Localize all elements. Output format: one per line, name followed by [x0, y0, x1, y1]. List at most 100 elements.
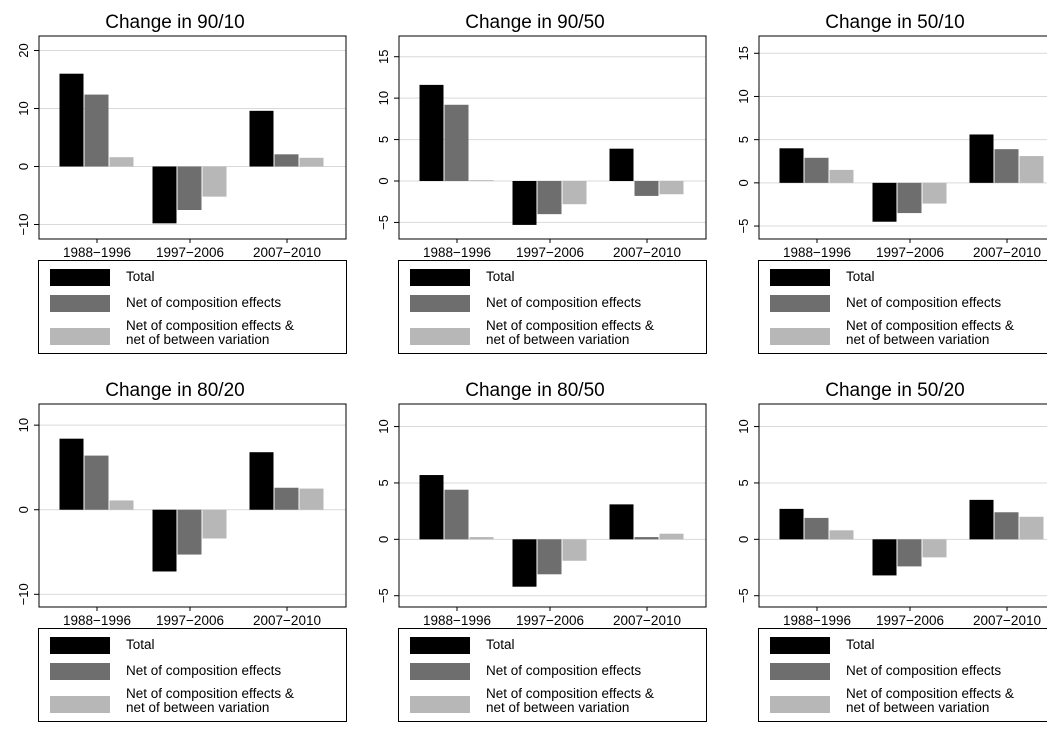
- y-tick-label: −5: [376, 588, 391, 603]
- y-tick-label: 5: [376, 479, 391, 486]
- bar: [177, 509, 202, 555]
- legend-label: Total: [846, 269, 875, 284]
- bar: [969, 134, 994, 183]
- legend-label-line: net of between variation: [126, 700, 270, 715]
- legend: Total Net of composition effects Net of co…: [38, 260, 347, 354]
- bar: [562, 539, 587, 561]
- x-tick-label: 1997−2006: [156, 245, 224, 260]
- y-tick-label: 0: [16, 506, 31, 513]
- bar: [109, 157, 134, 167]
- plot-area: 15 10 5 0 −5 1988−1996 1997−2006 2007−2010: [376, 35, 707, 260]
- chart-title: Change in 80/50: [465, 380, 605, 401]
- bar: [659, 181, 684, 195]
- plot-frame: [38, 403, 347, 608]
- plot-frame: [758, 403, 1047, 608]
- legend-label: Net of composition effects & net of betwe…: [846, 319, 1014, 347]
- bar: [84, 94, 109, 167]
- y-tick-label: −5: [376, 215, 391, 230]
- legend-label: Total: [126, 637, 155, 652]
- bar: [897, 539, 922, 567]
- plot-area: 10 5 0 −5 1988−1996 1997−2006 2007−2010: [736, 403, 1047, 628]
- x-tick-label: 1997−2006: [516, 245, 584, 260]
- y-tick-label: 15: [376, 49, 391, 63]
- bar: [829, 530, 854, 540]
- y-tick-label: 10: [736, 419, 751, 433]
- bar: [922, 182, 947, 204]
- legend-label: Net of composition effects: [846, 663, 1002, 678]
- plot-area: 20 10 0 −10 1988−1996 1997−2006 2007−2010: [16, 35, 347, 260]
- legend-swatch: [770, 637, 830, 654]
- bar: [419, 475, 444, 540]
- x-tick-label: 2007−2010: [973, 245, 1041, 260]
- bar: [1019, 156, 1044, 183]
- bar: [59, 73, 84, 167]
- legend-label-line: net of between variation: [486, 700, 630, 715]
- bar: [634, 537, 659, 540]
- legend-swatch: [50, 696, 110, 713]
- legend-label: Net of composition effects: [486, 295, 642, 310]
- y-tick-label: 0: [376, 177, 391, 184]
- legend: Total Net of composition effects Net of co…: [398, 628, 707, 722]
- chart-title: Change in 80/20: [105, 380, 245, 401]
- bar: [512, 539, 537, 587]
- plot-frame: [398, 35, 707, 240]
- y-tick-label: 5: [736, 136, 751, 143]
- legend-swatch: [410, 295, 470, 312]
- bar: [249, 452, 274, 510]
- bar: [872, 539, 897, 576]
- legend-swatch: [770, 663, 830, 680]
- bar: [872, 182, 897, 222]
- legend-label-line: net of between variation: [846, 700, 990, 715]
- bar: [274, 154, 299, 167]
- bar: [897, 182, 922, 214]
- legend-swatch: [50, 328, 110, 345]
- legend-label: Total: [486, 269, 515, 284]
- legend-label-line: net of between variation: [846, 332, 990, 347]
- bar: [177, 166, 202, 210]
- y-tick-label: 0: [736, 536, 751, 543]
- y-tick-label: 10: [376, 419, 391, 433]
- legend-swatch: [50, 663, 110, 680]
- legend-label: Net of composition effects: [126, 663, 282, 678]
- x-tick-label: 1988−1996: [783, 245, 851, 260]
- chart-panel: Change in 50/10 15 10 5 0 −5 1988−1996 1997−200…: [730, 10, 1047, 370]
- legend-label-line: Net of composition effects &: [846, 318, 1014, 333]
- y-tick-label: −5: [736, 219, 751, 234]
- legend-label-line: Net of composition effects &: [126, 686, 294, 701]
- bar: [469, 180, 494, 181]
- y-tick-label: 0: [376, 536, 391, 543]
- legend-label: Net of composition effects & net of betwe…: [486, 687, 654, 715]
- x-tick-label: 2007−2010: [253, 613, 321, 628]
- y-tick-label: 0: [736, 179, 751, 186]
- y-tick-label: −10: [16, 583, 31, 605]
- bar: [249, 110, 274, 167]
- legend-swatch: [410, 696, 470, 713]
- legend-label-line: Net of composition effects &: [126, 318, 294, 333]
- chart-title: Change in 90/50: [465, 12, 605, 33]
- legend-label: Net of composition effects & net of betwe…: [486, 319, 654, 347]
- plot-area: 15 10 5 0 −5 1988−1996 1997−2006 2007−2010: [736, 35, 1047, 260]
- bar: [562, 181, 587, 205]
- bar: [609, 148, 634, 181]
- bar: [444, 489, 469, 540]
- legend-swatch: [410, 663, 470, 680]
- bar: [969, 499, 994, 540]
- chart-panel: Change in 90/10 20 10 0 −10 1988−1996 1997−200…: [10, 10, 347, 370]
- bar: [469, 537, 494, 540]
- x-tick-label: 1988−1996: [423, 245, 491, 260]
- bar: [109, 500, 134, 510]
- bar: [202, 509, 227, 539]
- bar: [829, 169, 854, 183]
- plot-area: 10 5 0 −5 1988−1996 1997−2006 2007−2010: [376, 403, 707, 628]
- bar: [609, 504, 634, 540]
- y-tick-label: 10: [736, 89, 751, 103]
- legend-swatch: [50, 269, 110, 286]
- chart-title: Change in 50/10: [825, 12, 965, 33]
- bar: [1019, 516, 1044, 540]
- x-tick-label: 1997−2006: [876, 245, 944, 260]
- legend-label-line: Net of composition effects &: [486, 686, 654, 701]
- bar: [922, 539, 947, 558]
- bar: [299, 157, 324, 167]
- legend-swatch: [410, 637, 470, 654]
- plot-frame: [38, 35, 347, 240]
